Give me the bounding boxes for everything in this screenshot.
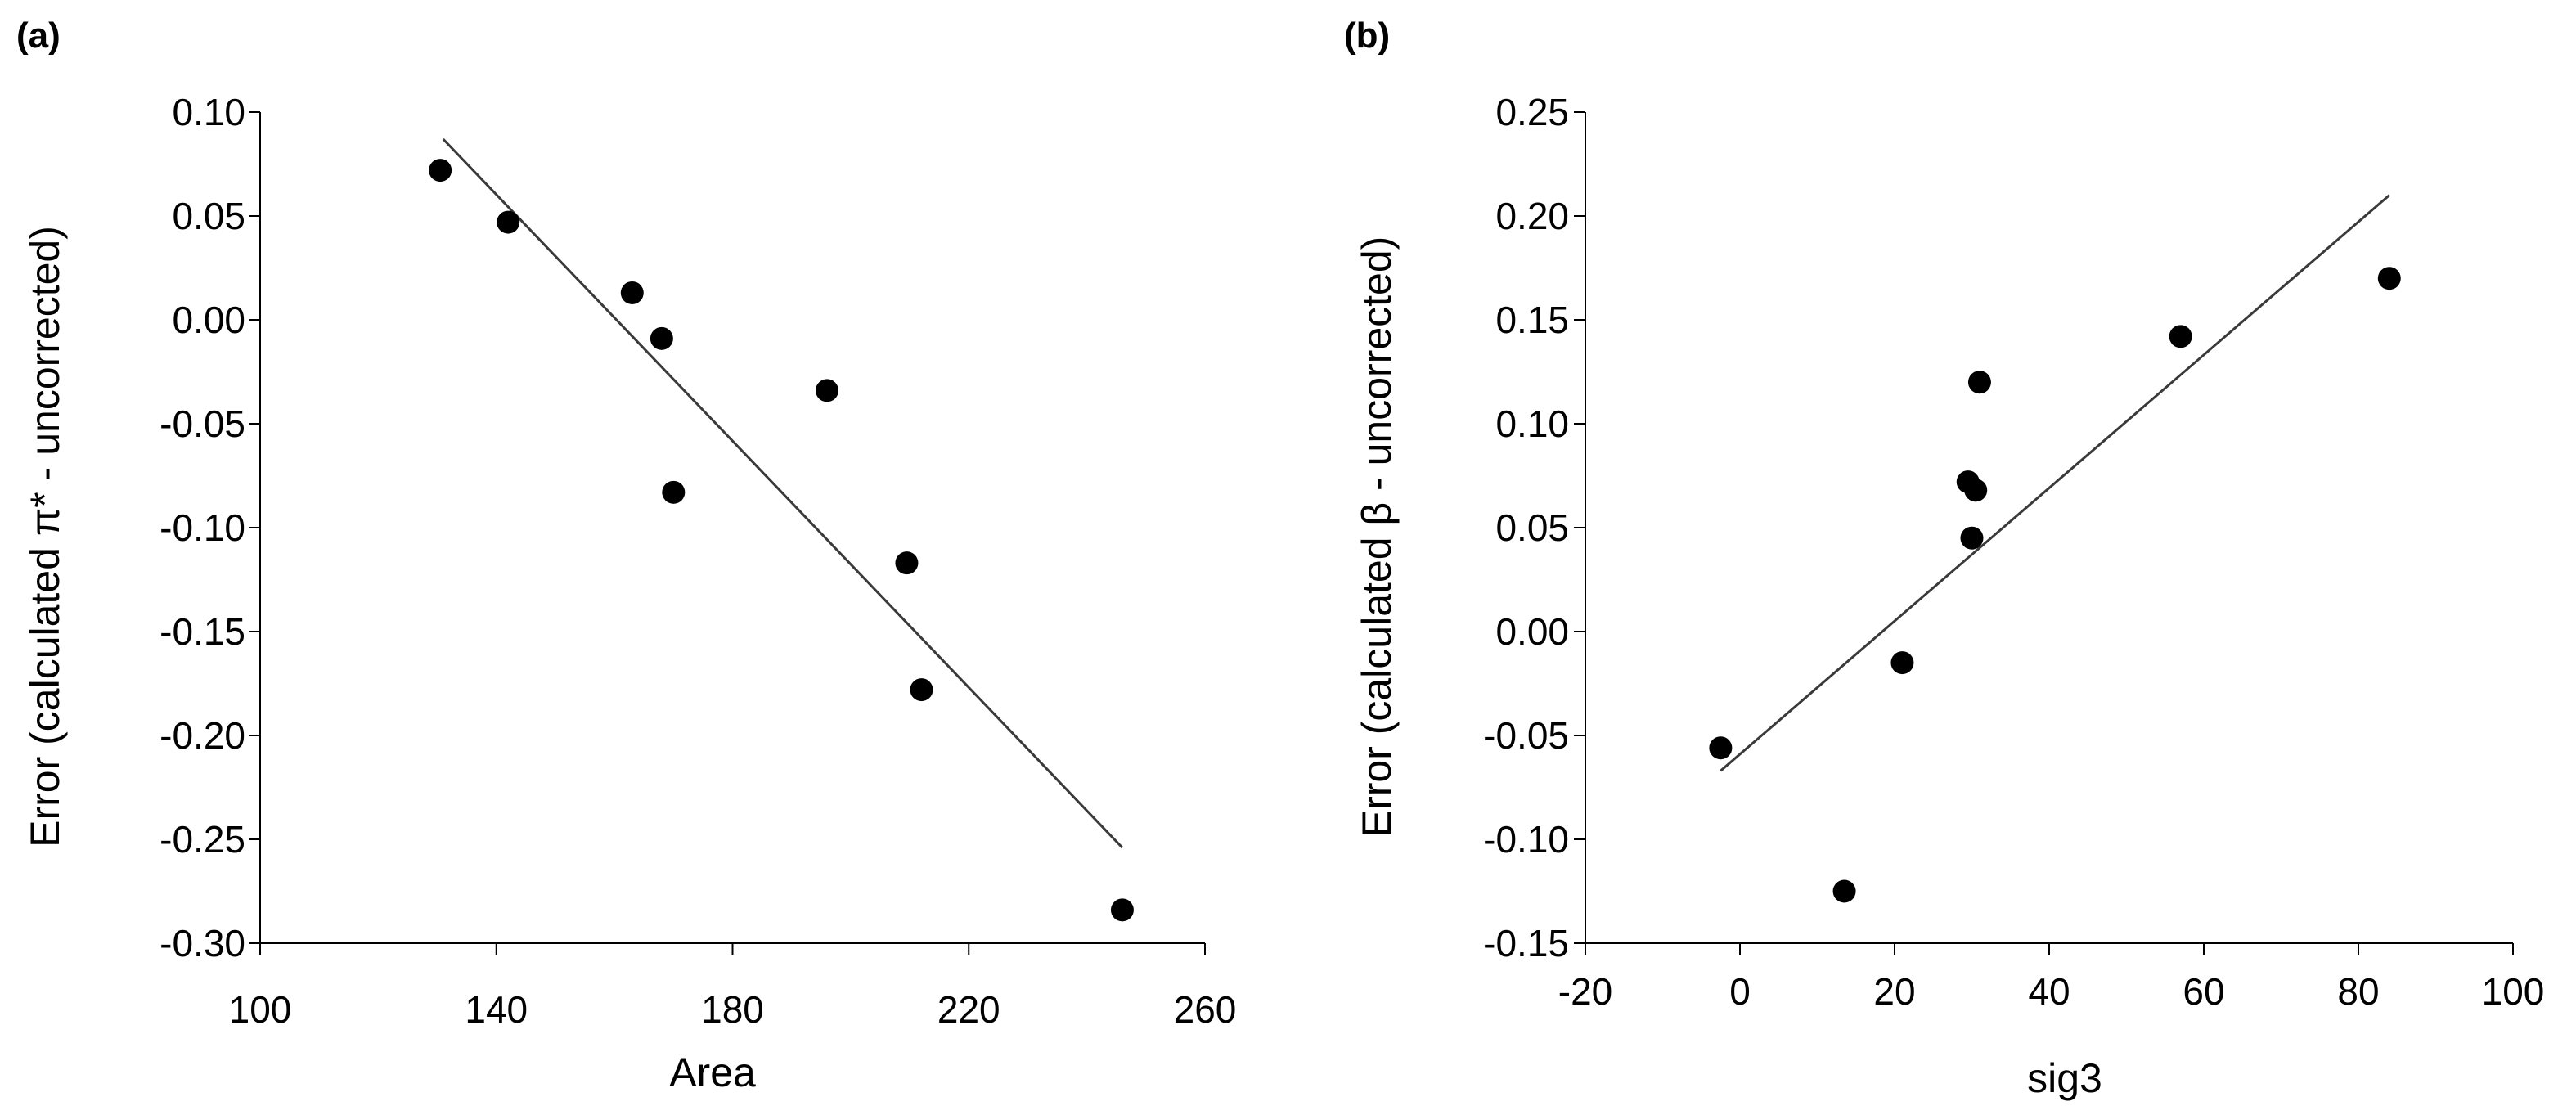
panel-b-x-ticks: -20 0 20 40 60 80 100 [1558, 943, 2545, 1013]
panel-b: (b) 0.25 0.20 0.15 0.10 0.05 0.00 -0.05 -0.10 -0… [1344, 16, 2544, 1101]
panel-b-y-tick-label: -0.15 [1483, 922, 1569, 964]
panel-a-data-point [429, 159, 452, 182]
panel-a-data-point [1110, 898, 1134, 922]
panel-b-y-ticks: 0.25 0.20 0.15 0.10 0.05 0.00 -0.05 -0.10 -0.15 [1483, 91, 1585, 964]
panel-b-y-tick-label: -0.05 [1483, 714, 1569, 757]
panel-b-x-tick-label: 20 [1873, 970, 1915, 1013]
panel-a-x-tick-label: 220 [937, 988, 1000, 1031]
panel-a-y-tick-label: 0.05 [172, 195, 245, 237]
panel-a-data-point [910, 678, 933, 702]
panel-b-data-point [2377, 267, 2401, 290]
panel-a-x-tick-label: 100 [229, 988, 292, 1031]
panel-a-y-ticks: 0.10 0.05 0.00 -0.05 -0.10 -0.15 -0.20 -0.25 -0.… [160, 91, 260, 964]
panel-b-y-tick-label: -0.10 [1483, 818, 1569, 861]
panel-b-trendline-group [1720, 194, 2390, 772]
panel-b-x-tick-label: -20 [1558, 970, 1612, 1013]
panel-a-data-point [895, 551, 919, 575]
panel-a-y-tick-label: -0.25 [160, 818, 245, 861]
panel-a-x-tick-label: 140 [465, 988, 528, 1031]
panel-a-data-point [662, 480, 686, 504]
panel-b-data-point [2169, 325, 2192, 348]
panel-b-data-point [1964, 479, 1988, 502]
panel-a-y-axis-title: Error (calculated π* - uncorrected) [22, 226, 68, 847]
panel-b-y-tick-label: 0.05 [1495, 506, 1569, 549]
panel-b-trendline [1720, 194, 2390, 772]
panel-b-data-point [1967, 371, 1991, 394]
panel-b-label: (b) [1344, 16, 1390, 56]
panel-b-y-tick-label: 0.20 [1495, 195, 1569, 237]
panel-a-y-tick-label: -0.15 [160, 610, 245, 653]
panel-a-x-ticks: 100 140 180 220 260 [229, 943, 1237, 1031]
panel-b-x-tick-label: 40 [2028, 970, 2070, 1013]
panel-b-x-tick-label: 0 [1729, 970, 1751, 1013]
panel-a-y-tick-label: -0.05 [160, 402, 245, 445]
panel-b-y-tick-label: 0.25 [1495, 91, 1569, 133]
panel-b-x-tick-label: 60 [2183, 970, 2224, 1013]
panel-b-data-point [1832, 879, 1856, 903]
panel-a-x-tick-label: 260 [1174, 988, 1237, 1031]
panel-a-trendline-group [442, 137, 1124, 849]
panel-a-y-tick-label: 0.10 [172, 91, 245, 133]
panel-b-data-point [1960, 526, 1984, 550]
panel-a-label: (a) [16, 16, 61, 56]
panel-a-y-tick-label: -0.30 [160, 922, 245, 964]
panel-a-y-tick-label: -0.10 [160, 506, 245, 549]
panel-a-x-tick-label: 180 [701, 988, 764, 1031]
panel-a-y-tick-label: 0.00 [172, 299, 245, 341]
panel-a-data-point [650, 326, 673, 350]
panel-b-y-axis-title: Error (calculated β - uncorrected) [1354, 236, 1400, 838]
panel-a-y-tick-label: -0.20 [160, 714, 245, 757]
panel-b-x-tick-label: 100 [2482, 970, 2545, 1013]
panel-a-data-point [620, 281, 644, 304]
panel-b-y-tick-label: 0.00 [1495, 610, 1569, 653]
panel-b-x-tick-label: 80 [2337, 970, 2379, 1013]
panel-b-y-tick-label: 0.15 [1495, 299, 1569, 341]
panel-b-data-point [1709, 736, 1733, 760]
panel-a-data-point [816, 379, 838, 402]
panel-a-trendline [442, 137, 1124, 849]
panel-a-points [429, 159, 1134, 922]
panel-a: (a) 0.10 0.05 0.00 -0.05 -0.10 -0.15 -0.20 -0.2… [16, 16, 1236, 1095]
panel-b-points [1709, 267, 2401, 903]
panel-b-x-axis-title: sig3 [2027, 1055, 2102, 1101]
panel-b-y-tick-label: 0.10 [1495, 402, 1569, 445]
panel-b-data-point [1890, 651, 1914, 675]
panel-a-data-point [497, 210, 520, 234]
panel-a-x-axis-title: Area [669, 1050, 756, 1095]
